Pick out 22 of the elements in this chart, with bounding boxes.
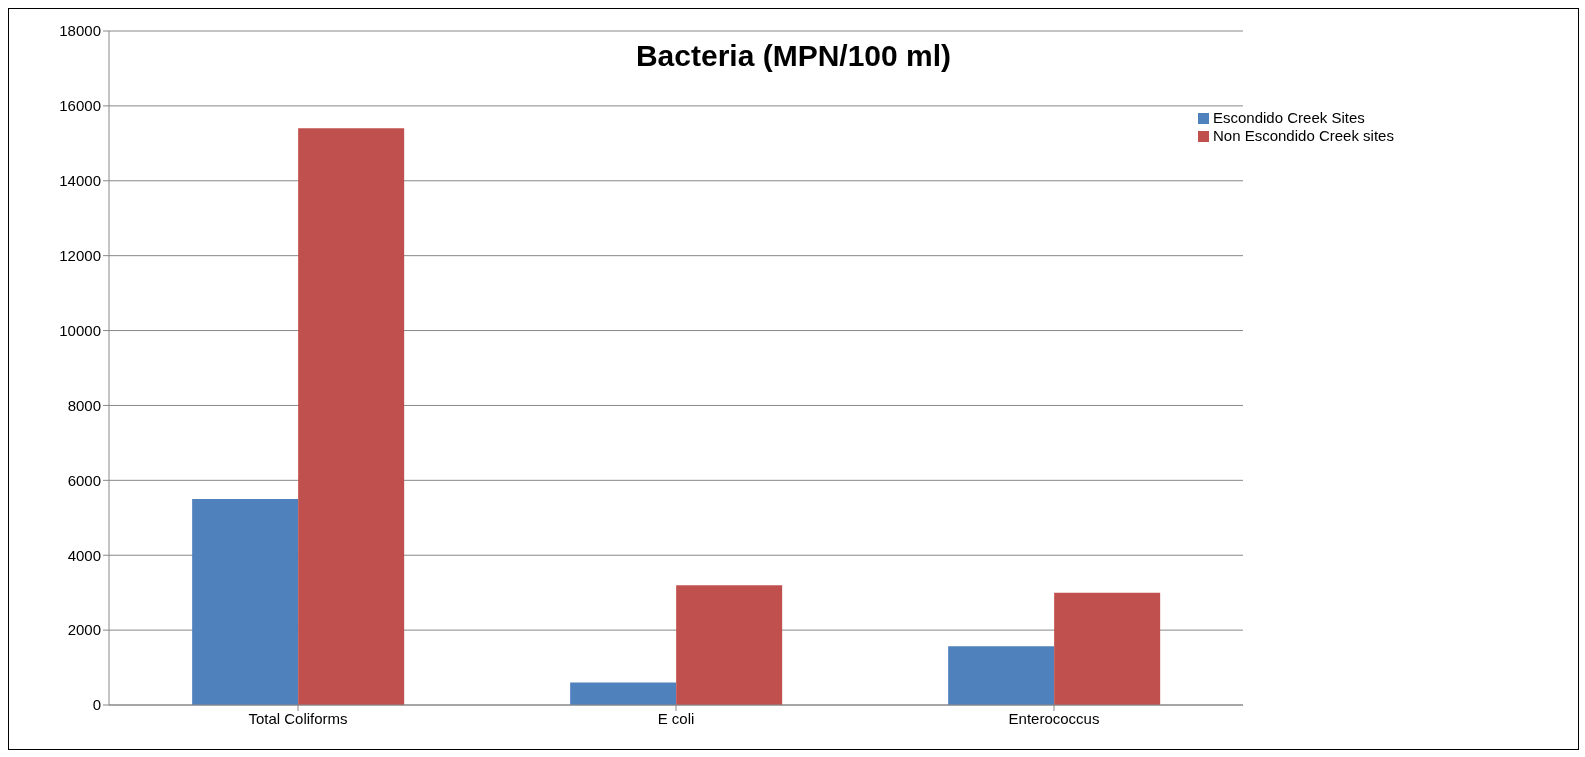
bar: [192, 499, 299, 705]
bar: [570, 682, 677, 705]
bar: [298, 128, 405, 705]
x-tick-label: E coli: [657, 709, 695, 727]
bar: [948, 646, 1055, 705]
y-tick-label: 10000: [59, 321, 101, 339]
chart-title: Bacteria (MPN/100 ml): [634, 39, 953, 73]
legend-label: Escondido Creek Sites: [1213, 109, 1365, 126]
bar: [1054, 592, 1161, 705]
x-tick-label: Enterococcus: [1008, 709, 1100, 727]
y-tick-label: 4000: [67, 546, 101, 564]
y-tick-label: 18000: [59, 22, 101, 40]
y-tick-label: 2000: [67, 621, 101, 639]
y-tick-label: 0: [92, 696, 101, 714]
y-tick-label: 12000: [59, 246, 101, 264]
x-tick-label: Total Coliforms: [248, 709, 348, 727]
y-tick-label: 8000: [67, 396, 101, 414]
legend-label: Non Escondido Creek sites: [1213, 127, 1394, 144]
y-tick-label: 14000: [59, 172, 101, 190]
y-tick-label: 6000: [67, 471, 101, 489]
bar: [676, 585, 783, 705]
y-tick-label: 16000: [59, 97, 101, 115]
